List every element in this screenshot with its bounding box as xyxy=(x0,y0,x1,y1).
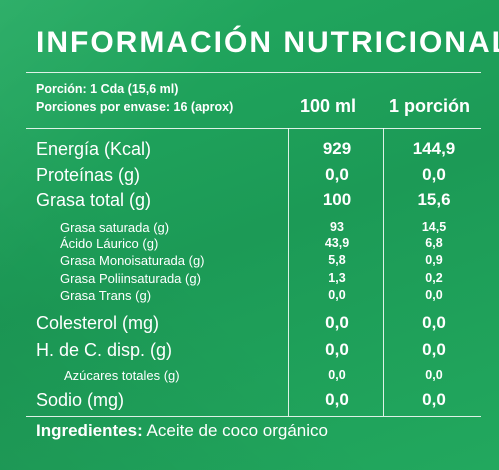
nutrient-label: Grasa Poliinsaturada (g) xyxy=(60,271,201,286)
value-per-100: 100 xyxy=(322,190,352,209)
value-per-portion: 6,8 xyxy=(425,236,443,250)
value-per-100: 0,0 xyxy=(325,313,349,332)
value-per-100: 93 xyxy=(330,220,344,234)
value-per-portion: 0,0 xyxy=(422,340,446,359)
value-per-portion: 0,9 xyxy=(425,253,443,267)
ingredients: Ingredientes: Aceite de coco orgánico xyxy=(36,421,328,441)
value-per-100: 43,9 xyxy=(324,236,350,250)
column-header-portion: 1 porción xyxy=(389,96,471,116)
nutrient-label: Grasa Trans (g) xyxy=(60,288,152,303)
value-per-portion: 0,0 xyxy=(422,313,446,332)
divider-top xyxy=(26,72,481,73)
column-divider-2 xyxy=(383,128,384,416)
divider-bottom xyxy=(26,416,481,417)
value-per-100: 0,0 xyxy=(328,368,346,382)
value-per-100: 0,0 xyxy=(328,288,346,302)
column-divider-1 xyxy=(288,128,289,416)
column-header-100ml: 100 ml xyxy=(300,96,357,116)
ingredients-text: Aceite de coco orgánico xyxy=(142,421,328,440)
nutrient-label: Ácido Láurico (g) xyxy=(60,236,159,251)
value-per-100: 0,0 xyxy=(325,340,349,359)
ingredients-label: Ingredientes: xyxy=(36,421,143,440)
nutrient-label: Grasa Monoisaturada (g) xyxy=(60,253,205,268)
value-per-portion: 0,0 xyxy=(425,368,443,382)
value-per-portion: 0,0 xyxy=(425,288,443,302)
serving-size: Porción: 1 Cda (15,6 ml) xyxy=(36,82,179,96)
divider-header xyxy=(26,128,481,129)
nutrient-label: Proteínas (g) xyxy=(36,165,141,185)
value-per-portion: 0,2 xyxy=(425,271,443,285)
nutrient-label: Grasa saturada (g) xyxy=(60,220,170,235)
page-title: INFORMACIÓN NUTRICIONAL xyxy=(36,26,499,59)
value-per-portion: 144,9 xyxy=(412,139,456,158)
value-per-100: 0,0 xyxy=(325,390,349,409)
value-per-portion: 0,0 xyxy=(422,165,446,184)
value-per-100: 5,8 xyxy=(328,253,346,267)
value-per-portion: 14,5 xyxy=(421,220,447,234)
nutrient-label: H. de C. disp. (g) xyxy=(36,340,173,360)
value-per-portion: 0,0 xyxy=(422,390,446,409)
nutrient-label: Colesterol (mg) xyxy=(36,313,160,333)
value-per-portion: 15,6 xyxy=(417,190,451,209)
nutrient-label: Azúcares totales (g) xyxy=(64,368,180,383)
nutrient-label: Energía (Kcal) xyxy=(36,139,152,159)
nutrient-label: Grasa total (g) xyxy=(36,190,152,210)
servings-per-container: Porciones por envase: 16 (aprox) xyxy=(36,100,234,114)
nutrient-label: Sodio (mg) xyxy=(36,390,125,410)
value-per-100: 1,3 xyxy=(328,271,346,285)
value-per-100: 0,0 xyxy=(325,165,349,184)
value-per-100: 929 xyxy=(322,139,352,158)
